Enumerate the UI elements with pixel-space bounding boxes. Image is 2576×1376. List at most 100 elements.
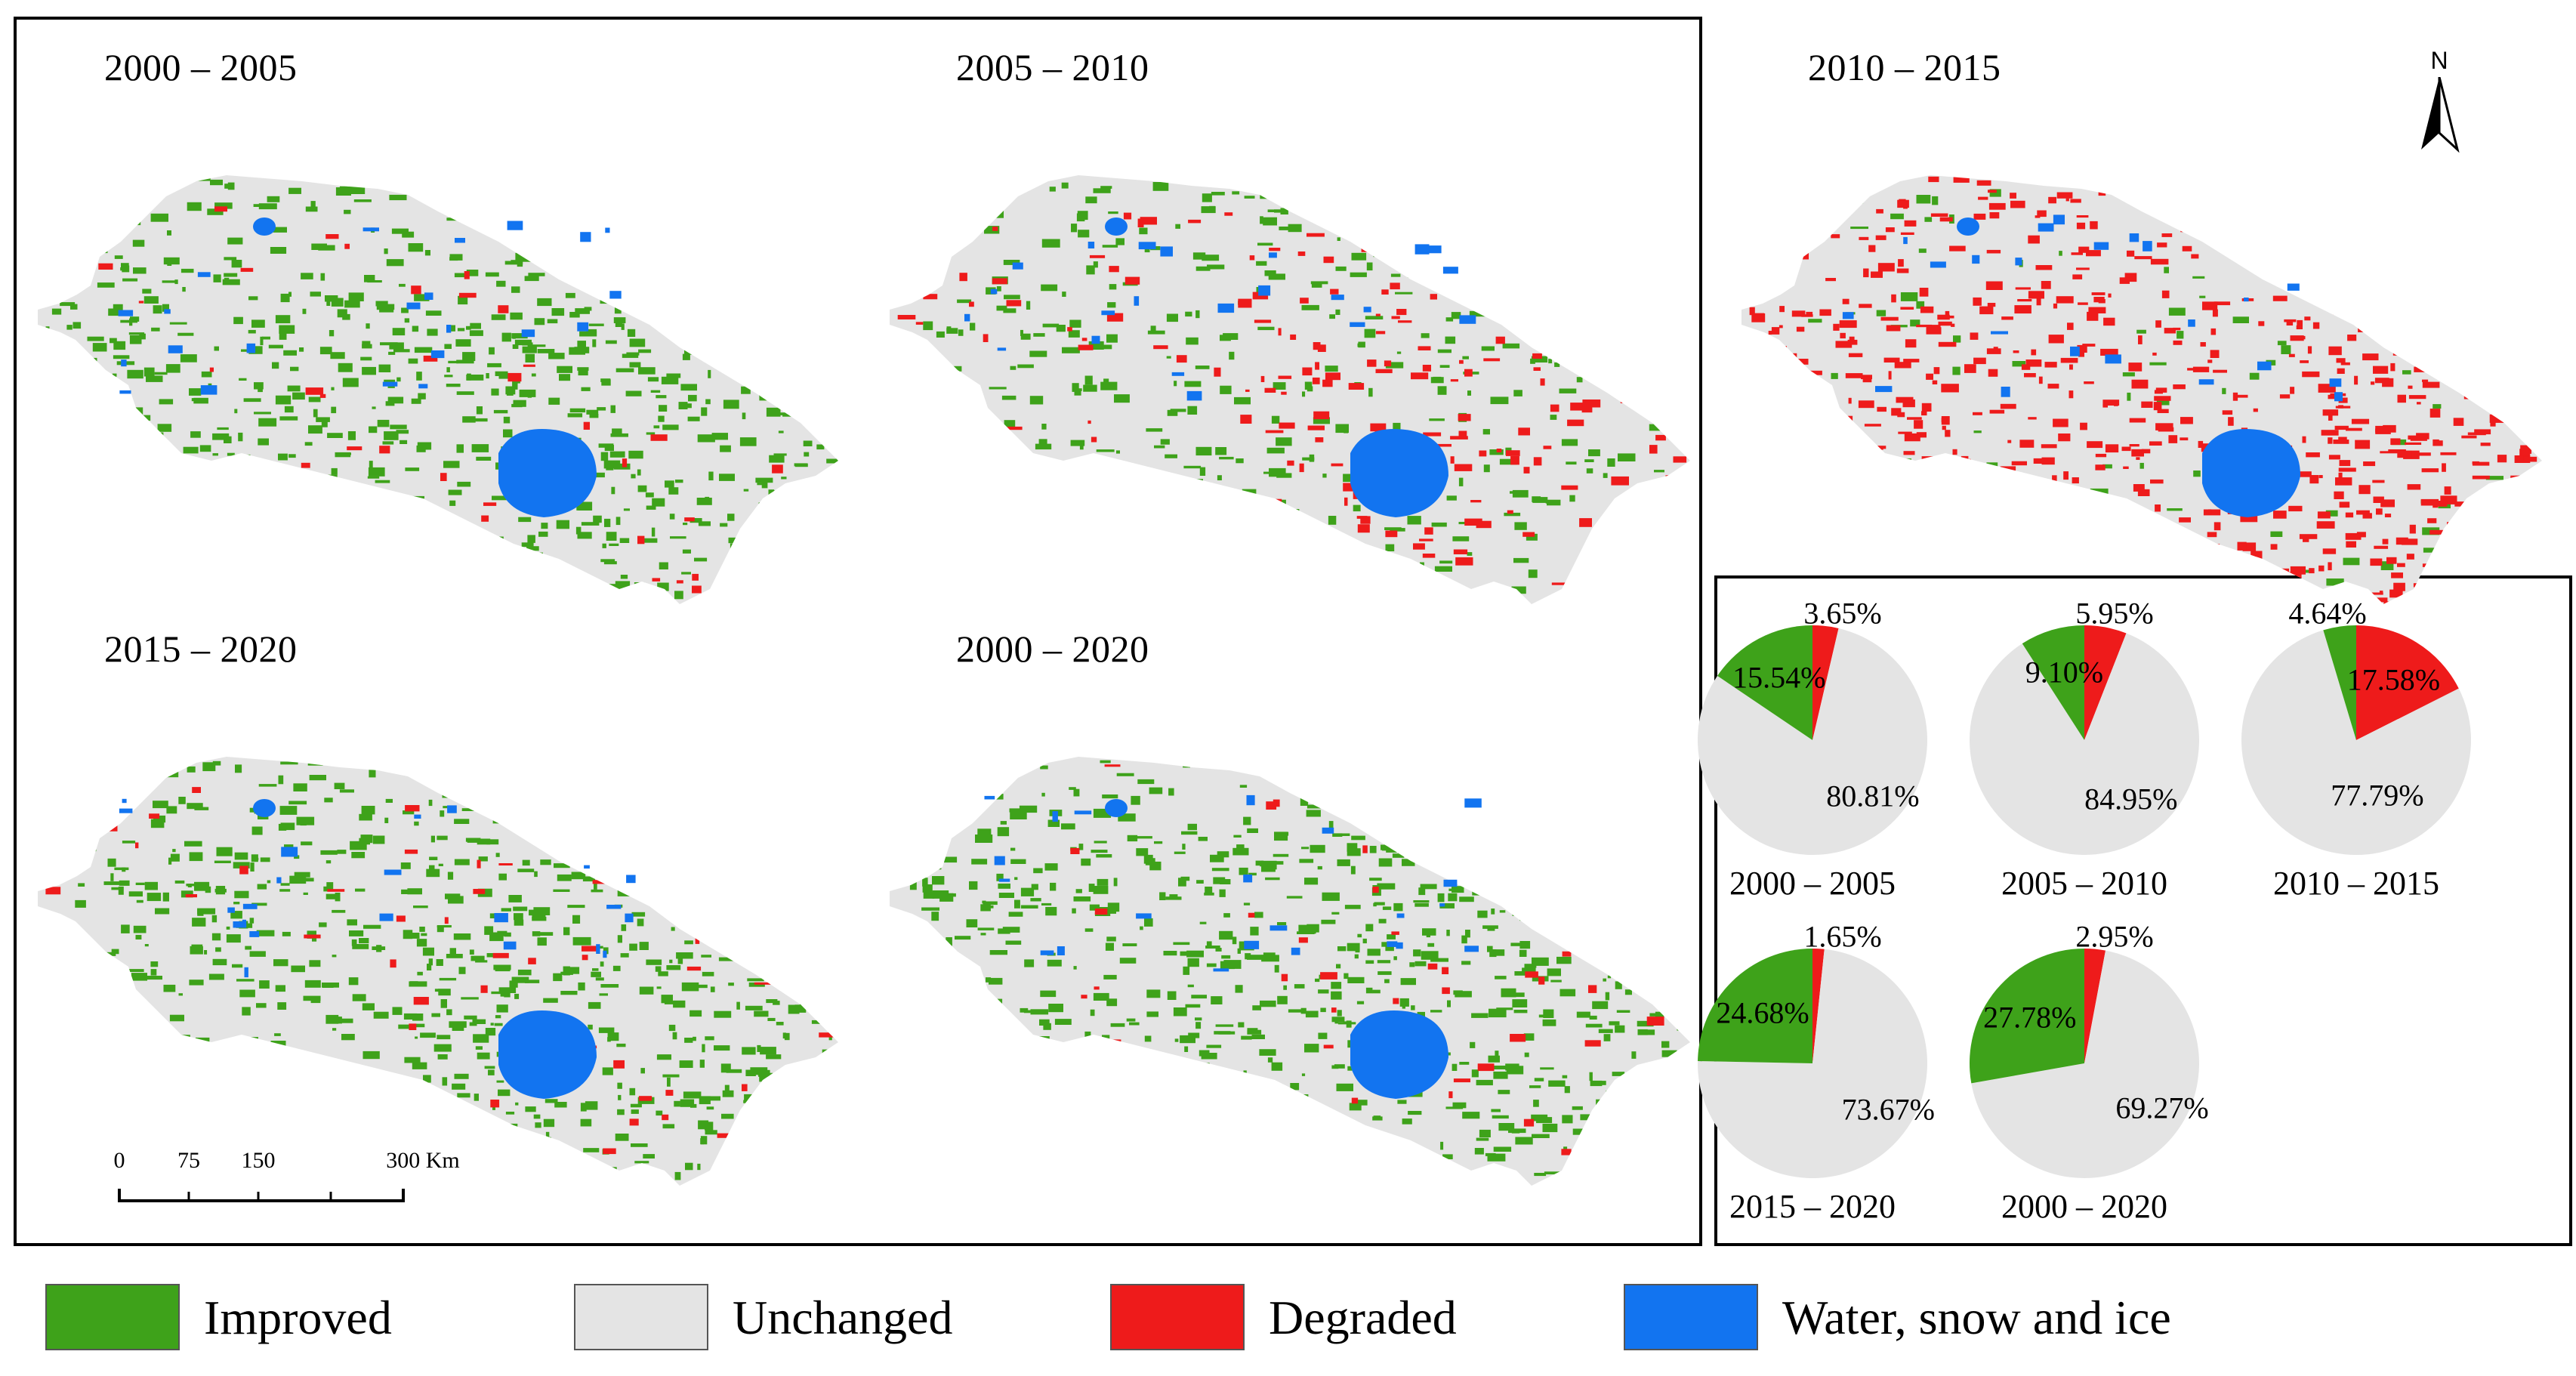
water-patch [2105,354,2121,364]
water-patch [447,805,457,813]
pie-label-degraded: 17.58% [2346,662,2441,697]
water-patch [424,292,433,300]
pie-label-unchanged: 80.81% [1826,779,1920,813]
water-patch [1464,798,1482,808]
water-patch [1842,312,1854,319]
water-patch [998,878,1010,882]
water-patch [200,385,217,395]
water-patch [1269,925,1288,931]
water-patch [1243,875,1253,883]
water-patch [1291,947,1300,955]
lake-small [1105,218,1128,236]
water-patch [1972,255,1980,264]
scale-label-150: 150 [241,1148,276,1173]
water-patch [577,322,589,332]
pie-chart [1698,625,1927,856]
water-patch [1246,794,1255,806]
water-patch [964,313,970,322]
pie-chart [1970,625,2200,856]
water-patch [246,343,256,353]
water-patch [430,350,445,359]
water-patch [2053,214,2065,225]
water-patch [2143,241,2152,251]
water-patch [244,967,248,978]
water-patch [122,798,127,804]
water-patch [2129,233,2139,242]
water-patch [1213,968,1229,972]
water-patch [1244,940,1260,949]
map-title: 2000 – 2020 [956,628,1149,670]
lake-large [1350,1010,1448,1099]
pie-caption: 2005 – 2010 [2001,865,2167,902]
pie-label-unchanged: 69.27% [2115,1091,2209,1125]
water-patch [1350,322,1365,327]
water-patch [984,795,995,800]
legend-swatch-unchanged [574,1284,708,1350]
water-patch [242,903,258,909]
water-patch [994,856,1005,865]
pie-label-degraded: 1.65% [1803,919,1882,954]
water-patch [1269,252,1277,258]
water-patch [227,907,235,913]
water-patch [1396,913,1405,918]
water-patch [249,931,260,937]
region-base [38,175,838,604]
north-label: N [2430,47,2448,74]
lake-small [253,218,276,236]
scale-bar: 0 75 150 300 Km [113,1148,460,1208]
pie-slice-unchanged [1971,950,2199,1178]
water-patch [1875,386,1893,393]
pie-chart [1969,949,2199,1178]
legend-label-degraded: Degraded [1269,1291,1457,1344]
pie-label-improved: 4.64% [2288,596,2367,631]
water-patch [121,359,127,367]
water-patch [384,869,402,875]
water-patch [1930,261,1946,268]
water-patch [168,345,183,353]
pie-label-improved: 15.54% [1732,660,1826,695]
pie-label-unchanged: 84.95% [2084,782,2178,816]
water-patch [997,347,1007,351]
water-patch [119,808,133,813]
water-patch [1138,242,1156,250]
legend-swatch-degraded [1110,1284,1245,1350]
water-patch [1991,331,2008,335]
pie-slice-degraded [1812,625,1839,740]
water-patch [1387,941,1398,947]
lake-small [1105,799,1128,817]
lake-small [1957,218,1979,236]
scale-label-0: 0 [113,1148,125,1173]
pie-caption: 2000 – 2005 [1729,865,1896,902]
pie-slice-degraded [2084,949,2106,1063]
water-patch [1464,946,1479,952]
water-patch [1331,295,1344,301]
water-patch [1217,303,1235,313]
map-panel-2015-2020: 2015 – 2020 [15,619,846,1223]
water-patch [1443,879,1458,887]
pie-slice-degraded [2356,625,2459,740]
legend-swatch-improved [45,1284,180,1350]
map-title: 2015 – 2020 [104,628,298,670]
water-patch [2334,392,2343,402]
water-patch [455,238,465,243]
pie-chart [2241,625,2471,855]
legend-label-water: Water, snow and ice [1782,1291,2171,1344]
water-patch [2198,379,2214,385]
water-patch [1136,913,1152,919]
water-patch [2188,319,2195,327]
water-patch [596,944,600,954]
map-title: 2005 – 2010 [956,46,1149,88]
water-patch [606,905,622,909]
pie-slice-unchanged [2241,630,2471,855]
water-patch [1012,262,1023,270]
pie-slice-improved [2323,625,2356,740]
water-patch [2329,378,2342,387]
water-patch [1171,372,1185,376]
water-patch [1186,390,1202,401]
pie-slice-unchanged [1697,949,1927,1179]
map-panel-2005-2010: 2005 – 2010 [867,38,1698,642]
pie-slice-degraded [1812,949,1825,1063]
water-patch [1087,242,1095,248]
water-patch [494,913,508,923]
water-patch [1074,810,1092,815]
